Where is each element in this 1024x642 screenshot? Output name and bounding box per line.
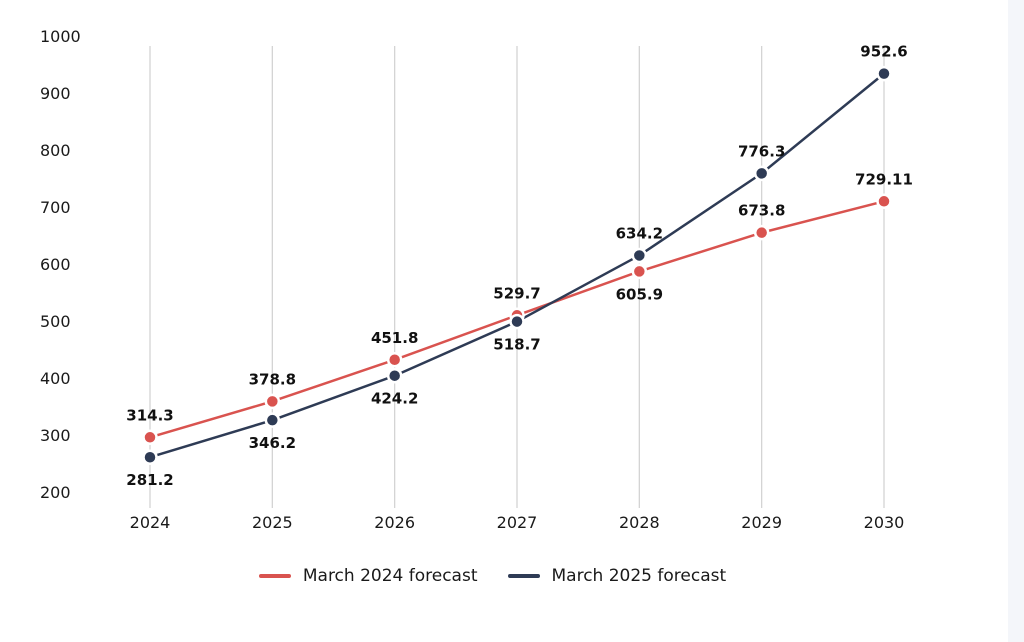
data-label-0-2029: 673.8 bbox=[738, 202, 785, 220]
data-label-1-2026: 424.2 bbox=[371, 390, 418, 408]
data-label-1-2024: 281.2 bbox=[126, 471, 173, 489]
legend-swatch-march-2024 bbox=[258, 574, 291, 578]
legend-swatch-march-2025 bbox=[507, 574, 540, 578]
data-point-0-2028[interactable] bbox=[631, 263, 648, 280]
x-tick-label: 2026 bbox=[374, 513, 415, 532]
data-point-1-2030[interactable] bbox=[876, 65, 892, 82]
x-tick-label: 2024 bbox=[130, 513, 171, 532]
side-panel bbox=[1008, 0, 1024, 642]
data-point-1-2029[interactable] bbox=[753, 165, 770, 182]
data-point-0-2030[interactable] bbox=[876, 193, 892, 210]
y-tick-label: 200 bbox=[40, 483, 71, 502]
data-point-1-2028[interactable] bbox=[631, 247, 648, 264]
data-label-1-2028: 634.2 bbox=[616, 224, 663, 242]
x-axis-ticks: 2024 2025 2026 2027 2028 2029 2030 bbox=[130, 513, 905, 532]
y-tick-label: 700 bbox=[40, 198, 71, 217]
data-label-0-2028: 605.9 bbox=[616, 285, 663, 303]
y-tick-label: 800 bbox=[40, 141, 71, 160]
x-tick-label: 2030 bbox=[864, 513, 905, 532]
x-tick-label: 2025 bbox=[252, 513, 293, 532]
data-point-0-2025[interactable] bbox=[264, 393, 281, 410]
legend-item-march-2024[interactable]: March 2024 forecast bbox=[258, 566, 478, 586]
x-tick-label: 2028 bbox=[619, 513, 660, 532]
data-label-0-2025: 378.8 bbox=[249, 370, 296, 388]
data-point-1-2027[interactable] bbox=[509, 313, 525, 330]
y-axis-ticks: 200 300 400 500 600 700 800 900 1000 bbox=[40, 27, 81, 502]
data-label-0-2030: 729.11 bbox=[855, 170, 913, 188]
x-tick-label: 2029 bbox=[741, 513, 782, 532]
data-point-0-2024[interactable] bbox=[142, 429, 158, 446]
y-tick-label: 900 bbox=[40, 84, 71, 103]
y-tick-label: 1000 bbox=[40, 27, 81, 46]
data-labels: 314.3 378.8 451.8 529.7 605.9 673.8 729.11 281.… bbox=[126, 43, 913, 490]
data-label-1-2027: 518.7 bbox=[493, 336, 540, 354]
data-label-0-2026: 451.8 bbox=[371, 329, 418, 347]
data-label-0-2024: 314.3 bbox=[126, 406, 173, 424]
data-point-1-2025[interactable] bbox=[264, 412, 281, 428]
legend: March 2024 forecast March 2025 forecast bbox=[0, 566, 985, 586]
data-label-1-2025: 346.2 bbox=[249, 434, 296, 452]
data-label-1-2029: 776.3 bbox=[738, 142, 785, 160]
legend-label-march-2025: March 2025 forecast bbox=[551, 566, 727, 586]
data-point-1-2024[interactable] bbox=[142, 449, 158, 465]
data-point-0-2026[interactable] bbox=[386, 352, 403, 368]
y-tick-label: 500 bbox=[40, 312, 71, 331]
data-label-1-2030: 952.6 bbox=[860, 43, 907, 61]
y-tick-label: 400 bbox=[40, 369, 71, 388]
x-tick-label: 2027 bbox=[497, 513, 538, 532]
data-point-0-2029[interactable] bbox=[753, 224, 770, 241]
series-layer bbox=[142, 65, 892, 465]
data-point-1-2026[interactable] bbox=[386, 367, 403, 384]
y-tick-label: 300 bbox=[40, 426, 71, 445]
legend-label-march-2024: March 2024 forecast bbox=[302, 566, 478, 586]
data-label-0-2027: 529.7 bbox=[493, 284, 540, 302]
y-tick-label: 600 bbox=[40, 255, 71, 274]
legend-item-march-2025[interactable]: March 2025 forecast bbox=[507, 566, 727, 586]
